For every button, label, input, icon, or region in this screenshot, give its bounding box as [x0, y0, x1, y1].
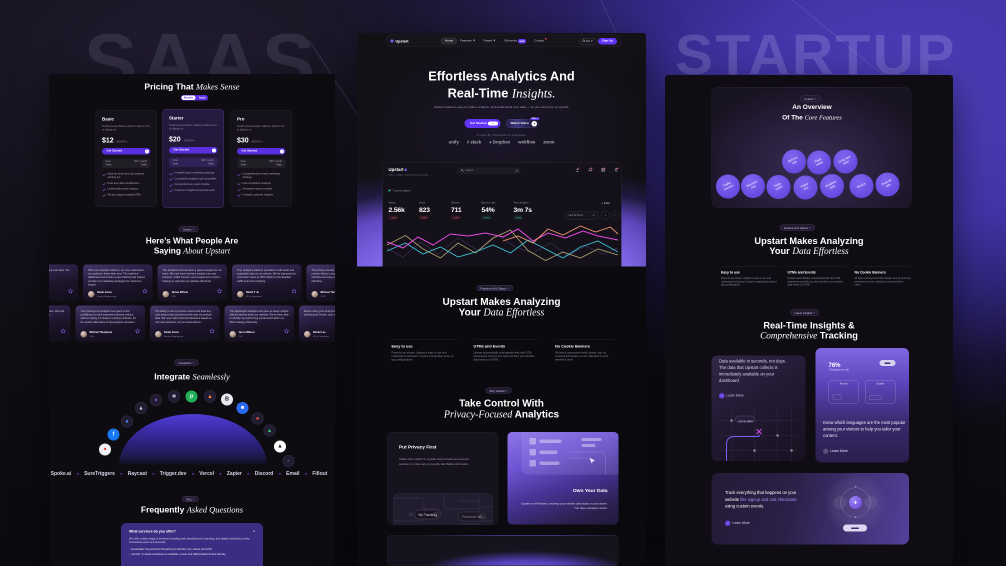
svg-text:Personal Info: Personal Info [462, 515, 483, 519]
svg-text:Home Data: Home Data [739, 419, 754, 423]
svg-text:...: ... [754, 419, 756, 422]
svg-text:No Tracking: No Tracking [419, 513, 438, 517]
